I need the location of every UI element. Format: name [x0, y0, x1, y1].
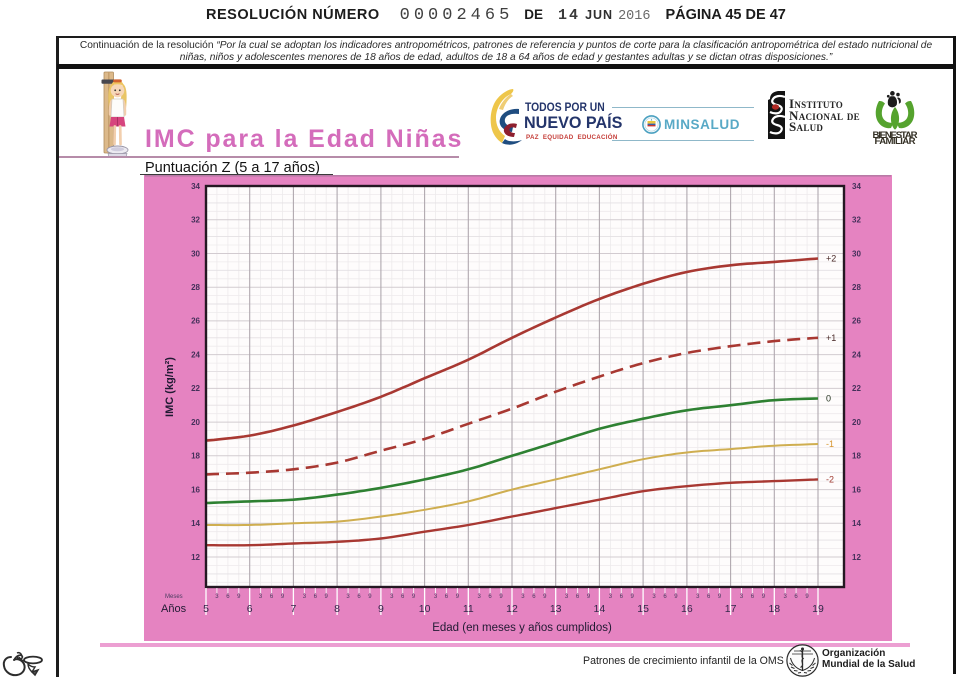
svg-text:6: 6: [794, 594, 798, 600]
svg-text:18: 18: [191, 452, 200, 461]
svg-text:24: 24: [191, 350, 200, 359]
svg-text:22: 22: [852, 384, 861, 393]
svg-text:3: 3: [521, 594, 525, 600]
svg-text:9: 9: [631, 594, 635, 600]
svg-text:6: 6: [707, 594, 711, 600]
svg-text:20: 20: [191, 418, 200, 427]
svg-text:6: 6: [532, 594, 536, 600]
svg-text:32: 32: [852, 216, 861, 225]
svg-text:-2: -2: [826, 475, 834, 485]
svg-text:6: 6: [751, 594, 755, 600]
svg-text:3: 3: [215, 594, 219, 600]
svg-text:9: 9: [237, 594, 241, 600]
svg-text:3: 3: [609, 594, 613, 600]
svg-text:16: 16: [681, 603, 693, 615]
svg-text:Meses: Meses: [165, 594, 183, 600]
svg-text:3: 3: [346, 594, 350, 600]
svg-text:3: 3: [740, 594, 744, 600]
svg-text:3: 3: [565, 594, 569, 600]
svg-text:9: 9: [718, 594, 722, 600]
svg-text:14: 14: [852, 519, 861, 528]
svg-text:30: 30: [852, 249, 861, 258]
svg-text:9: 9: [368, 594, 372, 600]
svg-text:0: 0: [826, 394, 831, 404]
svg-text:32: 32: [191, 216, 200, 225]
svg-text:+1: +1: [826, 333, 836, 343]
svg-text:6: 6: [620, 594, 624, 600]
svg-text:9: 9: [674, 594, 678, 600]
svg-text:12: 12: [191, 553, 200, 562]
svg-text:30: 30: [191, 249, 200, 258]
svg-text:26: 26: [191, 317, 200, 326]
svg-text:14: 14: [191, 519, 200, 528]
svg-text:16: 16: [191, 485, 200, 494]
svg-text:9: 9: [499, 594, 503, 600]
svg-text:BIENESTAR: BIENESTAR: [873, 130, 918, 141]
svg-text:3: 3: [390, 594, 394, 600]
svg-text:6: 6: [401, 594, 405, 600]
svg-text:3: 3: [303, 594, 307, 600]
svg-text:FAMILIAR: FAMILIAR: [875, 136, 916, 144]
svg-text:3: 3: [259, 594, 263, 600]
svg-text:9: 9: [281, 594, 285, 600]
svg-text:9: 9: [762, 594, 766, 600]
svg-text:3: 3: [652, 594, 656, 600]
svg-text:6: 6: [314, 594, 318, 600]
svg-text:14: 14: [594, 603, 606, 615]
svg-text:6: 6: [226, 594, 230, 600]
svg-text:5: 5: [203, 603, 209, 615]
svg-text:6: 6: [270, 594, 274, 600]
svg-text:22: 22: [191, 384, 200, 393]
svg-text:6: 6: [488, 594, 492, 600]
svg-text:28: 28: [191, 283, 200, 292]
svg-text:12: 12: [852, 553, 861, 562]
svg-text:18: 18: [852, 452, 861, 461]
svg-text:Edad (en meses y años cumplido: Edad (en meses y años cumplidos): [432, 622, 612, 634]
svg-text:3: 3: [696, 594, 700, 600]
svg-text:18: 18: [768, 603, 780, 615]
svg-text:9: 9: [587, 594, 591, 600]
svg-text:3: 3: [478, 594, 482, 600]
svg-text:6: 6: [445, 594, 449, 600]
svg-text:9: 9: [412, 594, 416, 600]
svg-text:6: 6: [247, 603, 253, 615]
svg-text:IMC (kg/m²): IMC (kg/m²): [164, 357, 176, 417]
svg-text:3: 3: [434, 594, 438, 600]
svg-text:9: 9: [378, 603, 384, 615]
svg-text:3: 3: [784, 594, 788, 600]
svg-text:34: 34: [191, 182, 200, 191]
svg-text:7: 7: [290, 603, 296, 615]
svg-text:-1: -1: [826, 439, 834, 449]
svg-text:6: 6: [357, 594, 361, 600]
svg-text:+2: +2: [826, 254, 836, 264]
svg-text:6: 6: [576, 594, 580, 600]
svg-text:12: 12: [506, 603, 518, 615]
svg-text:8: 8: [334, 603, 340, 615]
svg-text:13: 13: [550, 603, 562, 615]
svg-text:11: 11: [463, 603, 474, 615]
svg-text:28: 28: [852, 283, 861, 292]
svg-text:9: 9: [543, 594, 547, 600]
svg-text:9: 9: [805, 594, 809, 600]
svg-text:19: 19: [812, 603, 824, 615]
svg-text:34: 34: [852, 182, 861, 191]
svg-text:26: 26: [852, 317, 861, 326]
svg-text:6: 6: [663, 594, 667, 600]
svg-text:10: 10: [419, 603, 431, 615]
svg-text:20: 20: [852, 418, 861, 427]
svg-text:9: 9: [456, 594, 460, 600]
svg-text:17: 17: [725, 603, 737, 615]
svg-text:Años: Años: [161, 603, 187, 615]
svg-text:24: 24: [852, 350, 861, 359]
svg-text:9: 9: [325, 594, 329, 600]
svg-text:15: 15: [637, 603, 649, 615]
svg-text:16: 16: [852, 485, 861, 494]
